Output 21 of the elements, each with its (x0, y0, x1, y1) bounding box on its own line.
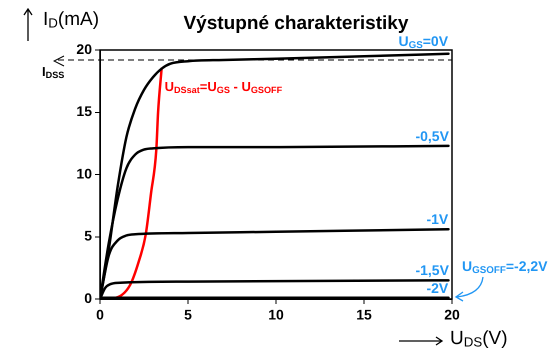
y-tick-label: 20 (76, 40, 92, 57)
ref-line-label: I$_{DSS}$ (42, 64, 64, 80)
y-axis-title: I$_{D}$(mA) (43, 9, 100, 31)
y-tick-label: 15 (76, 103, 92, 120)
series-label: -1V (426, 211, 448, 228)
y-tick-label: 10 (76, 165, 92, 182)
x-tick-label: 20 (444, 306, 460, 322)
annotation: U$_{GSOFF}$=-2,2V (462, 258, 548, 276)
y-tick-label: 5 (84, 228, 92, 244)
series-label: -1,5V (415, 262, 449, 278)
series-label: U$_{GS}$=0V (398, 32, 448, 51)
x-tick-label: 10 (268, 306, 284, 322)
x-axis-title: U$_{DS}$(V) (450, 328, 508, 350)
x-tick-label: 0 (96, 306, 104, 322)
y-tick-label: 0 (84, 290, 92, 306)
series-label: -0,5V (415, 128, 449, 144)
chart-title: Výstupné charakteristiky (184, 13, 408, 35)
x-tick-label: 15 (356, 306, 372, 322)
x-tick-label: 5 (184, 306, 192, 322)
series-label: -2V (426, 280, 448, 296)
series-label: U$_{DSsat}$=U$_{GS}$ - U$_{GSOFF}$ (164, 78, 282, 94)
